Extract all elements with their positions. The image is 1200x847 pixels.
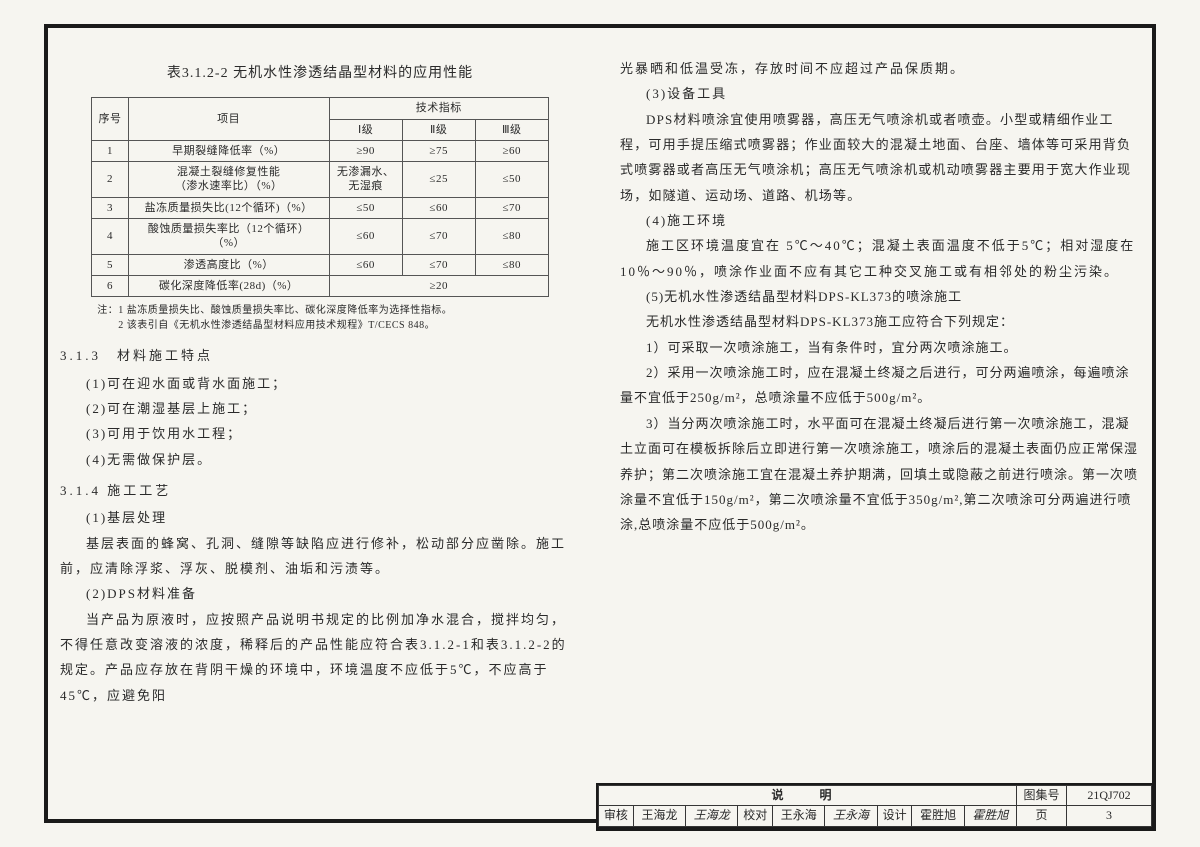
body-text: (4)施工环境	[620, 208, 1140, 233]
section-heading: 3.1.3 材料施工特点	[60, 343, 580, 368]
body-text: 光暴晒和低温受冻，存放时间不应超过产品保质期。	[620, 56, 1140, 81]
drawing-sheet: 表3.1.2-2 无机水性渗透结晶型材料的应用性能 序号 项目 技术指标 Ⅰ级 …	[0, 0, 1200, 847]
body-text: (2)可在潮湿基层上施工；	[60, 396, 580, 421]
body-text: (1)基层处理	[60, 505, 580, 530]
body-text: DPS材料喷涂宜使用喷雾器，高压无气喷涂机或者喷壶。小型或精细作业工程，可用手提…	[620, 107, 1140, 208]
section-heading: 3.1.4 施工工艺	[60, 478, 580, 503]
note-line: 2 该表引自《无机水性渗透结晶型材料应用技术规程》T/CECS 848。	[97, 318, 549, 333]
th-spec: 技术指标	[329, 98, 548, 119]
titleblock-title: 说 明	[599, 785, 1017, 806]
value-sheji: 霍胜旭	[912, 806, 964, 827]
table-row: 4 酸蚀质量损失率比（12个循环） （%） ≤60 ≤70 ≤80	[92, 219, 549, 255]
sig-sheji: 霍胜旭	[964, 806, 1016, 827]
body-text: 施工区环境温度宜在 5℃～40℃；混凝土表面温度不低于5℃；相对湿度在10％～9…	[620, 233, 1140, 284]
table-note: 注：1 盐冻质量损失比、酸蚀质量损失率比、碳化深度降低率为选择性指标。 2 该表…	[91, 303, 549, 333]
th-g3: Ⅲ级	[475, 119, 548, 140]
table-row: 序号 项目 技术指标	[92, 98, 549, 119]
table-row: 审核 王海龙 王海龙 校对 王永海 王永海 设计 霍胜旭 霍胜旭 页 3	[599, 806, 1152, 827]
label-shenhe: 审核	[599, 806, 634, 827]
body-text: 2）采用一次喷涂施工时，应在混凝土终凝之后进行，可分两遍喷涂，每遍喷涂量不宜低于…	[620, 360, 1140, 411]
right-column: 光暴晒和低温受冻，存放时间不应超过产品保质期。 (3)设备工具 DPS材料喷涂宜…	[620, 56, 1140, 791]
content-area: 表3.1.2-2 无机水性渗透结晶型材料的应用性能 序号 项目 技术指标 Ⅰ级 …	[60, 56, 1140, 791]
value-tuji: 21QJ702	[1067, 785, 1152, 806]
body-text: (3)设备工具	[620, 81, 1140, 106]
value-jiaodui: 王永海	[773, 806, 825, 827]
sig-shenhe: 王海龙	[686, 806, 738, 827]
table-row: 说 明 图集号 21QJ702	[599, 785, 1152, 806]
table-title: 表3.1.2-2 无机水性渗透结晶型材料的应用性能	[60, 60, 580, 87]
body-text: (2)DPS材料准备	[60, 581, 580, 606]
note-line: 注：1 盐冻质量损失比、酸蚀质量损失率比、碳化深度降低率为选择性指标。	[97, 303, 549, 318]
value-shenhe: 王海龙	[633, 806, 685, 827]
th-g1: Ⅰ级	[329, 119, 402, 140]
body-text: (4)无需做保护层。	[60, 447, 580, 472]
value-page: 3	[1067, 806, 1152, 827]
label-page: 页	[1016, 806, 1066, 827]
th-item: 项目	[128, 98, 329, 141]
table-row: 5 渗透高度比（%） ≤60 ≤70 ≤80	[92, 254, 549, 275]
label-sheji: 设计	[877, 806, 912, 827]
th-g2: Ⅱ级	[402, 119, 475, 140]
spec-table: 序号 项目 技术指标 Ⅰ级 Ⅱ级 Ⅲ级 1 早期裂缝降低率（%） ≥90 ≥75…	[91, 97, 549, 297]
body-text: 基层表面的蜂窝、孔洞、缝隙等缺陷应进行修补，松动部分应凿除。施工前，应清除浮浆、…	[60, 531, 580, 582]
sig-jiaodui: 王永海	[825, 806, 877, 827]
body-text: (1)可在迎水面或背水面施工；	[60, 371, 580, 396]
body-text: 3）当分两次喷涂施工时，水平面可在混凝土终凝后进行第一次喷涂施工，混凝土立面可在…	[620, 411, 1140, 538]
th-seq: 序号	[92, 98, 129, 141]
body-text: 1）可采取一次喷涂施工，当有条件时，宜分两次喷涂施工。	[620, 335, 1140, 360]
label-jiaodui: 校对	[738, 806, 773, 827]
table-row: 1 早期裂缝降低率（%） ≥90 ≥75 ≥60	[92, 140, 549, 161]
body-text: (5)无机水性渗透结晶型材料DPS-KL373的喷涂施工	[620, 284, 1140, 309]
label-tuji: 图集号	[1016, 785, 1066, 806]
table-row: 2 混凝土裂缝修复性能 （渗水速率比）（%） 无渗漏水、 无湿痕 ≤25 ≤50	[92, 162, 549, 198]
title-block: 说 明 图集号 21QJ702 审核 王海龙 王海龙 校对 王永海 王永海 设计…	[596, 783, 1156, 831]
table-row: 6 碳化深度降低率(28d)（%） ≥20	[92, 275, 549, 296]
body-text: 当产品为原液时，应按照产品说明书规定的比例加净水混合，搅拌均匀，不得任意改变溶液…	[60, 607, 580, 708]
body-text: 无机水性渗透结晶型材料DPS-KL373施工应符合下列规定：	[620, 309, 1140, 334]
table-row: 3 盐冻质量损失比(12个循环)（%） ≤50 ≤60 ≤70	[92, 197, 549, 218]
body-text: (3)可用于饮用水工程；	[60, 421, 580, 446]
left-column: 表3.1.2-2 无机水性渗透结晶型材料的应用性能 序号 项目 技术指标 Ⅰ级 …	[60, 56, 580, 791]
